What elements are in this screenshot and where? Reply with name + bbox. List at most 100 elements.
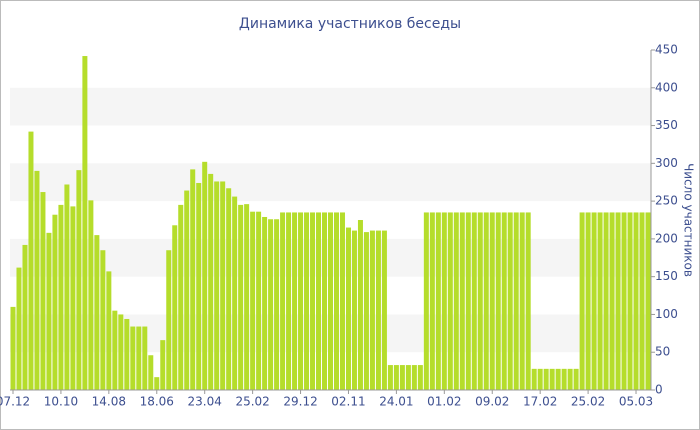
y-tick-label: 400 [655,80,678,94]
y-tick-label: 150 [655,269,678,283]
bar [148,355,154,390]
bar [393,365,399,390]
bar [453,212,459,390]
bar [88,200,94,390]
bar [591,212,597,390]
bar [501,212,507,390]
bar [465,212,471,390]
bar [208,173,214,390]
bar [286,212,292,390]
bar [322,212,328,390]
bar [268,219,274,390]
bar [411,365,417,390]
bar [549,368,555,390]
bar [256,211,262,390]
bar [627,212,633,390]
bar [489,212,495,390]
bar [561,368,567,390]
x-tick-label: 09.02 [475,395,509,409]
bar [603,212,609,390]
bar [333,212,339,390]
bar [639,212,645,390]
bar [250,211,256,390]
bar [154,377,160,390]
bar [52,214,58,390]
bar [22,244,28,390]
bar [357,220,363,390]
bar [76,170,82,390]
bar [573,368,579,390]
bar [567,368,573,390]
bar [363,232,369,390]
bar [64,184,70,390]
bar [34,170,40,390]
bar [262,216,268,390]
bar [381,230,387,390]
bar [184,190,190,390]
bar [459,212,465,390]
x-tick-label: 14.08 [92,395,126,409]
y-tick-label: 100 [655,307,678,321]
bar [94,235,100,390]
bar [429,212,435,390]
bar [124,318,130,390]
bar [178,204,184,390]
bar [405,365,411,390]
bar [615,212,621,390]
bar [447,212,453,390]
bar [40,192,46,390]
bar [160,340,166,390]
bar [597,212,603,390]
bar [609,212,615,390]
bar [214,181,220,390]
bar [316,212,322,390]
x-tick-label: 25.02 [235,395,269,409]
bar [423,212,429,390]
bar [531,368,537,390]
grid-band [10,163,651,202]
bar [70,206,76,390]
bar [621,212,627,390]
bar [519,212,525,390]
bar [16,267,22,390]
x-tick-label: 23.04 [188,395,222,409]
bar [112,310,118,390]
bar [220,181,226,390]
bar [399,365,405,390]
x-tick-label: 29.12 [283,395,317,409]
y-tick-label: 200 [655,231,678,245]
bar [507,212,513,390]
bar [244,204,250,390]
x-tick-label: 05.03 [619,395,653,409]
bar [387,365,393,390]
bar [555,368,561,390]
bar [375,230,381,390]
x-tick-label: 02.11 [331,395,365,409]
bar [513,212,519,390]
bar [345,227,351,390]
bar [339,212,345,390]
bar [328,212,333,390]
bar [633,212,639,390]
bar [441,212,447,390]
bar [202,161,208,390]
bar [645,212,651,390]
bar [525,212,531,390]
bar [369,230,375,390]
bar [10,306,16,390]
x-tick-label: 01.02 [427,395,461,409]
bar [190,169,196,390]
bar [82,56,88,391]
y-tick-label: 50 [655,345,670,359]
y-axis-title: Число участников [682,163,696,277]
x-tick-label: 17.02 [523,395,557,409]
x-tick-label: 07.12 [0,395,30,409]
bar [477,212,483,390]
x-tick-label: 24.01 [379,395,413,409]
bar [136,326,142,390]
bar [226,188,232,390]
bar [298,212,304,390]
x-tick-label: 10.10 [44,395,78,409]
bar [46,232,52,390]
grid-band [10,87,651,126]
